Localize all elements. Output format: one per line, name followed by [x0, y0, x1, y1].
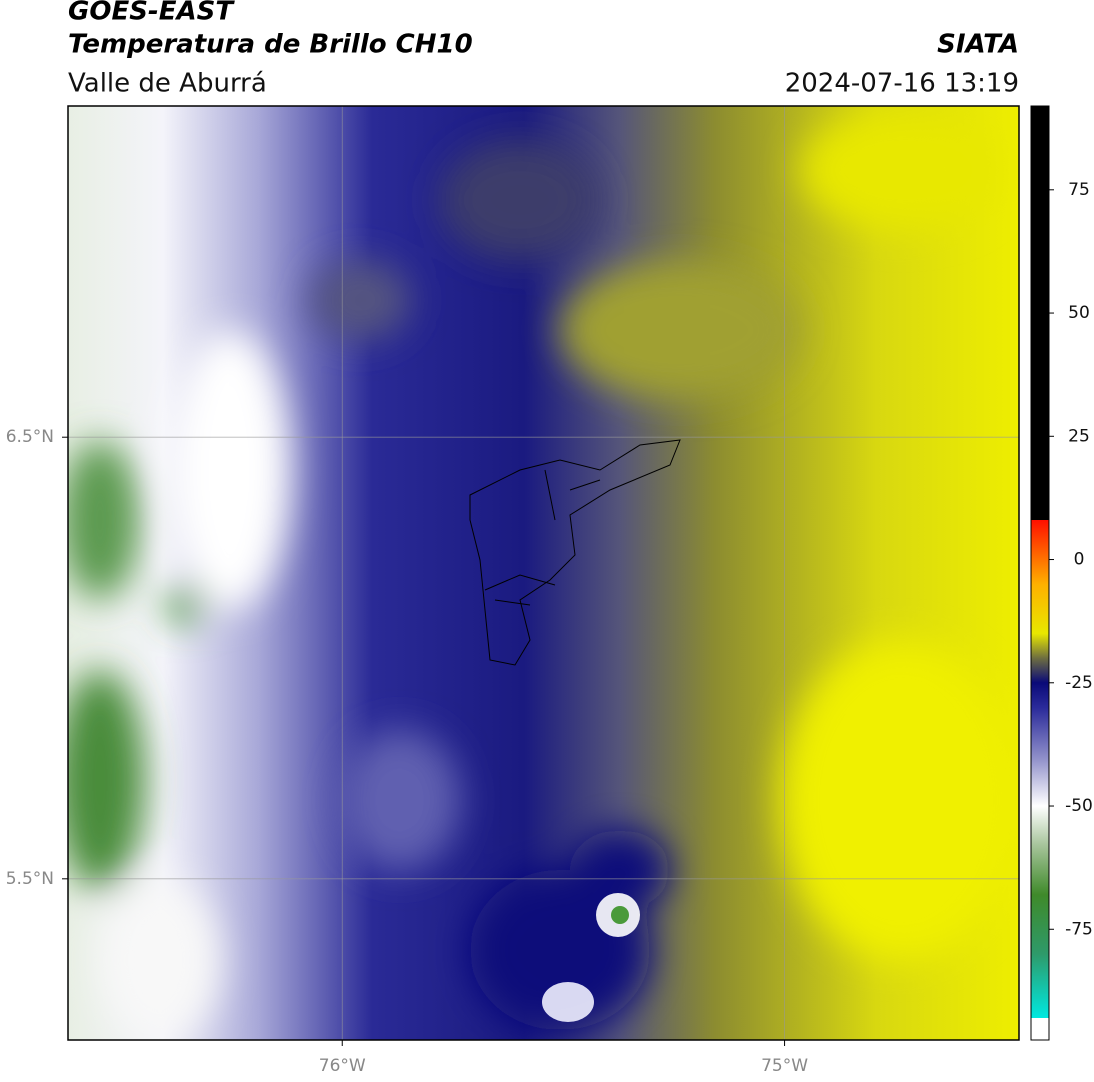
region: Valle de Aburrá — [68, 69, 267, 99]
datetime: 2024-07-16 13:19 — [785, 69, 1019, 99]
title: GOES-EAST — [68, 0, 235, 27]
map-image — [68, 106, 1019, 1040]
colorbar-tick-label: -50 — [1065, 796, 1093, 816]
colorbar-tick-label: 75 — [1068, 180, 1090, 200]
x-tick-label: 76°W — [319, 1056, 366, 1076]
y-tick-label: 6.5°N — [6, 427, 54, 447]
colorbar — [1031, 106, 1049, 1018]
x-tick-label: 75°W — [761, 1056, 808, 1076]
map-frame — [67, 105, 1020, 1041]
colorbar-tick-label: 25 — [1068, 426, 1090, 446]
colorbar-tick-label: -75 — [1065, 919, 1093, 939]
colorbar-under — [1031, 1018, 1049, 1040]
subtitle: Temperatura de Brillo CH10 — [68, 30, 473, 60]
colorbar-frame — [1030, 105, 1050, 1041]
y-tick-label: 5.5°N — [6, 869, 54, 889]
colorbar-tick-label: 0 — [1074, 550, 1085, 570]
source: SIATA — [937, 30, 1019, 60]
colorbar-tick-label: -25 — [1065, 673, 1093, 693]
colorbar-tick-label: 50 — [1068, 303, 1090, 323]
